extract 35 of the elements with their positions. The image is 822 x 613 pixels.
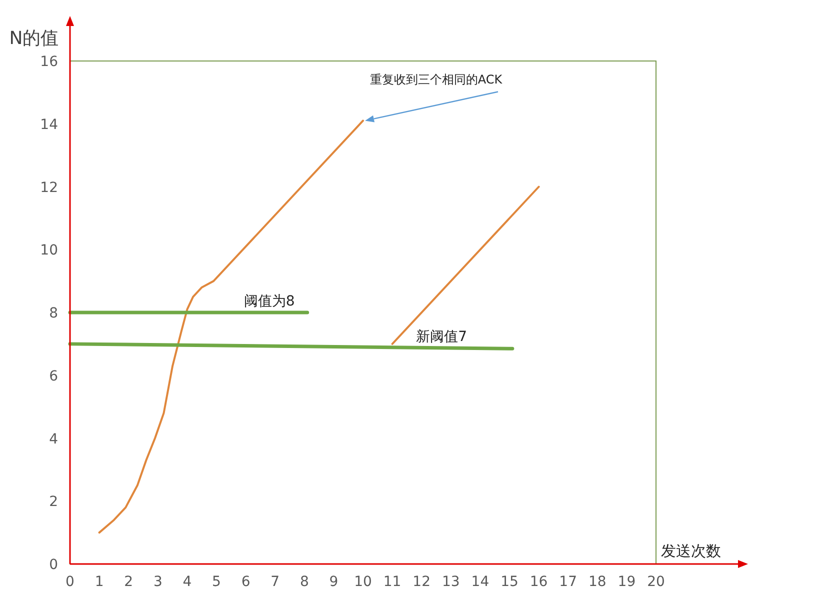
x-tick-label: 5 (212, 574, 221, 590)
x-tick-label: 1 (94, 574, 104, 590)
y-tick-label: 0 (49, 557, 58, 573)
x-tick-label: 20 (647, 574, 665, 590)
x-tick-label: 9 (329, 574, 338, 590)
annotation: 重复收到三个相同的ACK (370, 72, 504, 87)
y-tick-label: 4 (49, 431, 58, 448)
y-tick-label: 16 (40, 54, 58, 70)
x-tick-label: 0 (66, 574, 74, 590)
x-tick-label: 19 (618, 574, 636, 590)
x-tick-label: 11 (383, 574, 402, 590)
y-tick-label: 2 (49, 494, 58, 510)
x-tick-label: 17 (559, 574, 578, 590)
x-tick-label: 4 (182, 574, 192, 590)
x-tick-label: 16 (530, 574, 548, 590)
x-axis-title: 发送次数 (661, 542, 721, 560)
y-tick-label: 12 (40, 180, 58, 196)
series-label: 阈值为8 (244, 294, 295, 310)
x-tick-label: 3 (153, 574, 162, 590)
y-tick-label: 8 (49, 306, 58, 322)
x-tick-label: 12 (412, 574, 431, 590)
x-tick-label: 6 (241, 574, 250, 590)
y-axis-title: N的值 (9, 28, 59, 49)
x-tick-label: 8 (300, 574, 309, 590)
y-tick-label: 14 (40, 116, 58, 133)
y-tick-label: 6 (49, 368, 58, 384)
y-tick-label: 10 (40, 242, 58, 259)
x-tick-label: 2 (124, 574, 134, 590)
x-tick-label: 10 (354, 574, 372, 590)
series-label: 新阈值7 (416, 328, 468, 345)
x-tick-label: 13 (442, 574, 460, 590)
x-tick-label: 7 (270, 574, 280, 590)
x-tick-label: 18 (588, 574, 606, 590)
x-tick-label: 15 (500, 574, 518, 590)
x-tick-label: 14 (471, 574, 490, 590)
